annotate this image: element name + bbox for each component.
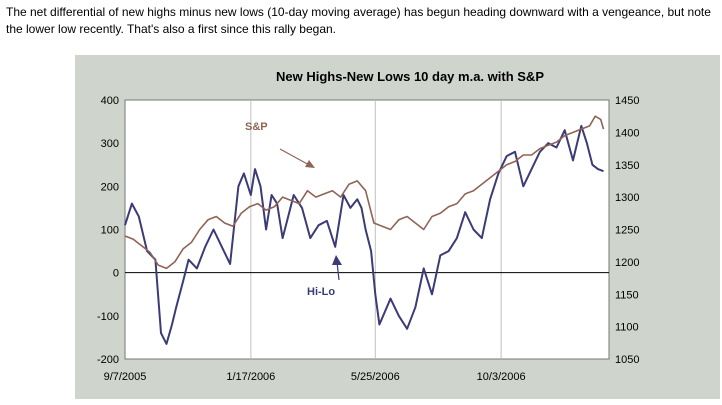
series-line-s-p bbox=[124, 115, 605, 270]
annotation-hilo-arrowhead bbox=[332, 255, 342, 265]
chart-frame: New Highs-New Lows 10 day m.a. with S&P … bbox=[75, 55, 720, 399]
right-tick-label: 1250 bbox=[615, 225, 639, 237]
x-tick-label: 5/25/2006 bbox=[351, 371, 400, 383]
left-tick-label: -200 bbox=[97, 354, 119, 366]
right-tick-label: 1400 bbox=[615, 127, 639, 139]
annotation-hilo-label: Hi-Lo bbox=[307, 286, 335, 298]
right-tick-label: 1350 bbox=[615, 160, 639, 172]
left-tick-label: 200 bbox=[101, 181, 119, 193]
annotation-sp-label: S&P bbox=[245, 121, 268, 133]
x-tick-label: 1/17/2006 bbox=[226, 371, 275, 383]
chart-svg: New Highs-New Lows 10 day m.a. with S&P … bbox=[97, 69, 640, 383]
right-tick-label: 1200 bbox=[615, 257, 639, 269]
annotation-sp-arrowhead bbox=[305, 160, 315, 168]
left-axis-labels: -200 -100 0 100 200 300 400 bbox=[97, 95, 119, 366]
right-tick-label: 1100 bbox=[615, 322, 639, 334]
left-tick-label: 100 bbox=[101, 225, 119, 237]
chart-title: New Highs-New Lows 10 day m.a. with S&P bbox=[276, 69, 544, 84]
caption-text: The net differential of new highs minus … bbox=[6, 5, 711, 36]
series-line-hi-lo bbox=[124, 124, 604, 345]
left-tick-label: 400 bbox=[101, 95, 119, 107]
x-axis-labels: 9/7/2005 1/17/2006 5/25/2006 10/3/2006 bbox=[104, 371, 526, 383]
right-tick-label: 1150 bbox=[615, 289, 639, 301]
right-axis-labels: 1050 1100 1150 1200 1250 1300 1350 1400 1450 bbox=[615, 95, 639, 366]
right-tick-label: 1300 bbox=[615, 192, 639, 204]
right-tick-label: 1050 bbox=[615, 354, 639, 366]
grid-layer bbox=[125, 100, 609, 359]
left-tick-label: 0 bbox=[113, 268, 119, 280]
plot-area bbox=[124, 99, 610, 360]
left-tick-label: 300 bbox=[101, 138, 119, 150]
left-tick-label: -100 bbox=[97, 311, 119, 323]
annotation-sp-arrow bbox=[279, 148, 312, 167]
x-tick-label: 9/7/2005 bbox=[104, 371, 147, 383]
x-tick-label: 10/3/2006 bbox=[477, 371, 526, 383]
series-layer bbox=[124, 115, 605, 345]
annotation-layer: S&P Hi-Lo bbox=[245, 121, 342, 298]
right-tick-label: 1450 bbox=[615, 95, 639, 107]
